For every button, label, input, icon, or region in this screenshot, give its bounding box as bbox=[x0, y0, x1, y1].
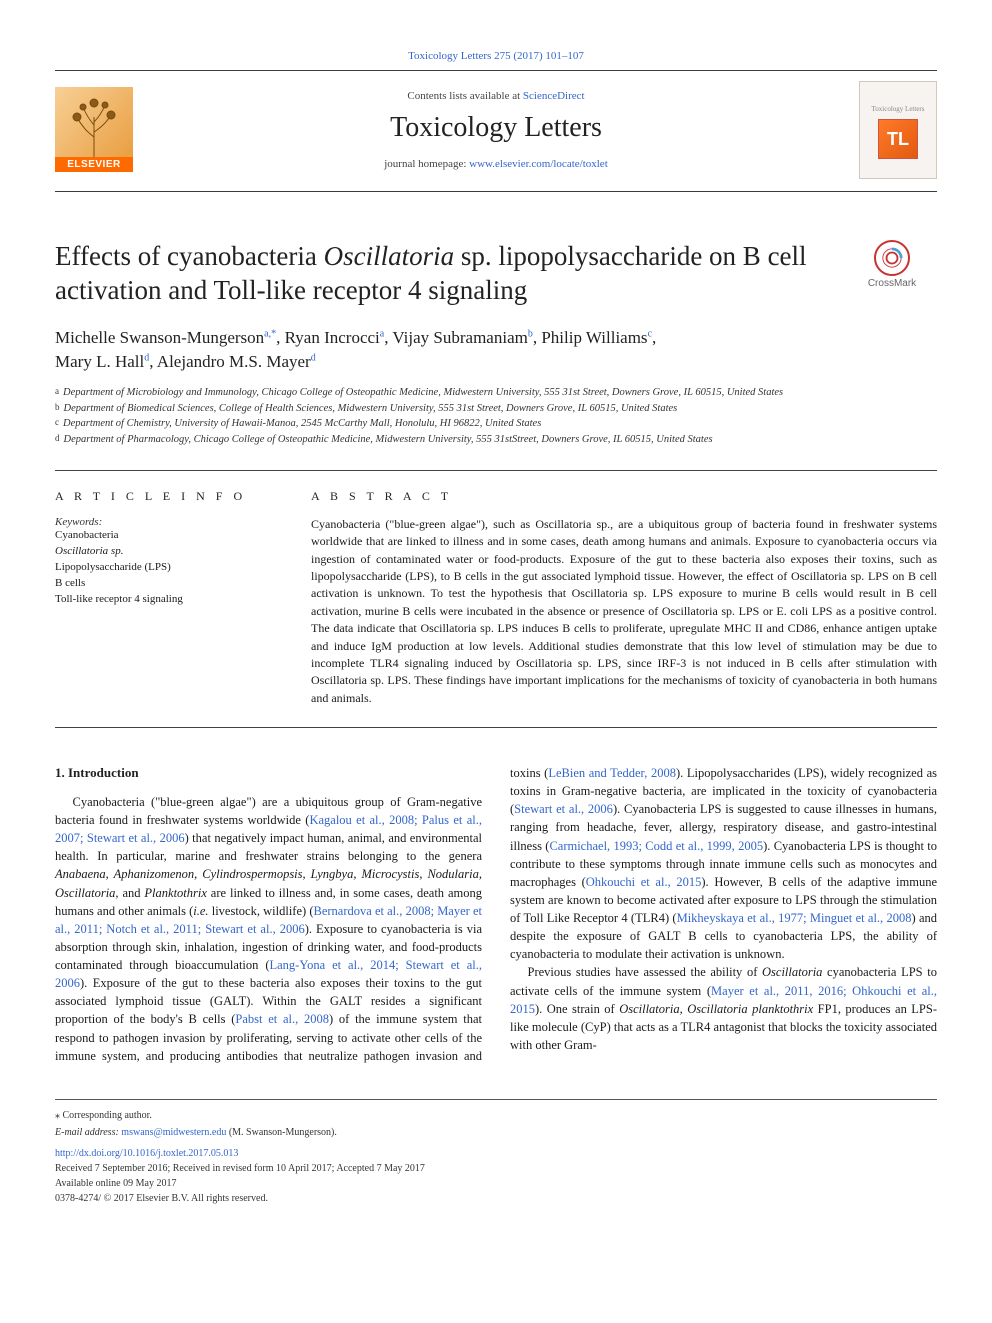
available-online-line: Available online 09 May 2017 bbox=[55, 1176, 937, 1191]
abstract-text: Cyanobacteria ("blue-green algae"), such… bbox=[311, 516, 937, 707]
journal-cover-thumb[interactable]: Toxicology Letters TL bbox=[859, 81, 937, 179]
doi-link[interactable]: http://dx.doi.org/10.1016/j.toxlet.2017.… bbox=[55, 1148, 238, 1159]
page-footer: ⁎ Corresponding author. E-mail address: … bbox=[55, 1099, 937, 1206]
corresponding-author-note: ⁎ Corresponding author. bbox=[55, 1108, 937, 1123]
email-tail: (M. Swanson-Mungerson). bbox=[226, 1127, 337, 1138]
homepage-prefix: journal homepage: bbox=[384, 158, 469, 170]
author[interactable]: Ryan Incroccia bbox=[285, 328, 385, 347]
abstract-column: A B S T R A C T Cyanobacteria ("blue-gre… bbox=[311, 489, 937, 707]
cover-title-text: Toxicology Letters bbox=[872, 105, 925, 113]
affiliation: cDepartment of Chemistry, University of … bbox=[55, 416, 937, 432]
keyword: B cells bbox=[55, 576, 275, 592]
contents-line: Contents lists available at ScienceDirec… bbox=[145, 90, 847, 102]
journal-header: ELSEVIER Contents lists available at Sci… bbox=[55, 70, 937, 192]
author[interactable]: Philip Williamsc bbox=[541, 328, 652, 347]
doi-line: http://dx.doi.org/10.1016/j.toxlet.2017.… bbox=[55, 1146, 937, 1161]
email-line: E-mail address: mswans@midwestern.edu (M… bbox=[55, 1125, 937, 1140]
citation-link[interactable]: LeBien and Tedder, 2008 bbox=[548, 766, 676, 780]
keyword: Toll-like receptor 4 signaling bbox=[55, 592, 275, 608]
affiliation: bDepartment of Biomedical Sciences, Coll… bbox=[55, 401, 937, 417]
sciencedirect-link[interactable]: ScienceDirect bbox=[523, 90, 585, 102]
affiliation: dDepartment of Pharmacology, Chicago Col… bbox=[55, 432, 937, 448]
copyright-line: 0378-4274/ © 2017 Elsevier B.V. All righ… bbox=[55, 1191, 937, 1206]
email-label: E-mail address: bbox=[55, 1127, 121, 1138]
article-info-column: A R T I C L E I N F O Keywords: Cyanobac… bbox=[55, 489, 275, 707]
elsevier-logo[interactable]: ELSEVIER bbox=[55, 88, 133, 172]
article-title: Effects of cyanobacteria Oscillatoria sp… bbox=[55, 240, 827, 308]
author[interactable]: Mary L. Halld bbox=[55, 352, 149, 371]
homepage-link[interactable]: www.elsevier.com/locate/toxlet bbox=[469, 158, 608, 170]
keyword: Lipopolysaccharide (LPS) bbox=[55, 560, 275, 576]
crossmark-label: CrossMark bbox=[847, 278, 937, 289]
journal-citation-link[interactable]: Toxicology Letters 275 (2017) 101–107 bbox=[408, 50, 584, 62]
intro-paragraph-2: Previous studies have assessed the abili… bbox=[510, 963, 937, 1054]
author[interactable]: Alejandro M.S. Mayerd bbox=[157, 352, 316, 371]
introduction-section: 1. Introduction Cyanobacteria ("blue-gre… bbox=[55, 764, 937, 1065]
title-part-2: activation and Toll-like receptor 4 sign… bbox=[55, 275, 527, 305]
elsevier-wordmark: ELSEVIER bbox=[55, 157, 133, 172]
email-link[interactable]: mswans@midwestern.edu bbox=[121, 1127, 226, 1138]
crossmark-widget[interactable]: CrossMark bbox=[847, 240, 937, 289]
author[interactable]: Vijay Subramaniamb bbox=[392, 328, 532, 347]
affiliation: aDepartment of Microbiology and Immunolo… bbox=[55, 385, 937, 401]
abstract-heading: A B S T R A C T bbox=[311, 489, 937, 504]
homepage-line: journal homepage: www.elsevier.com/locat… bbox=[145, 158, 847, 170]
contents-prefix: Contents lists available at bbox=[407, 90, 522, 102]
article-info-heading: A R T I C L E I N F O bbox=[55, 489, 275, 504]
journal-cover-initials: TL bbox=[878, 119, 918, 159]
keyword: Oscillatoria sp. bbox=[55, 544, 275, 560]
author[interactable]: Michelle Swanson-Mungersona,* bbox=[55, 328, 276, 347]
crossmark-icon bbox=[874, 240, 910, 276]
citation-link[interactable]: Ohkouchi et al., 2015 bbox=[586, 875, 702, 889]
citation-link[interactable]: Mikheyskaya et al., 1977; Minguet et al.… bbox=[677, 911, 912, 925]
affiliations-block: aDepartment of Microbiology and Immunolo… bbox=[55, 385, 937, 448]
title-part-1: Effects of cyanobacteria bbox=[55, 241, 324, 271]
keyword: Cyanobacteria bbox=[55, 528, 275, 544]
journal-citation: Toxicology Letters 275 (2017) 101–107 bbox=[55, 50, 937, 62]
received-line: Received 7 September 2016; Received in r… bbox=[55, 1161, 937, 1176]
keywords-label: Keywords: bbox=[55, 516, 275, 528]
authors-block: Michelle Swanson-Mungersona,*, Ryan Incr… bbox=[55, 326, 937, 375]
citation-link[interactable]: Stewart et al., 2006 bbox=[514, 802, 613, 816]
introduction-heading: 1. Introduction bbox=[55, 764, 482, 783]
citation-link[interactable]: Carmichael, 1993; Codd et al., 1999, 200… bbox=[549, 839, 763, 853]
citation-link[interactable]: Pabst et al., 2008 bbox=[235, 1012, 329, 1026]
journal-title: Toxicology Letters bbox=[145, 112, 847, 144]
title-italic-1: Oscillatoria bbox=[324, 241, 455, 271]
title-part-1b: sp. lipopolysaccharide on B cell bbox=[454, 241, 806, 271]
